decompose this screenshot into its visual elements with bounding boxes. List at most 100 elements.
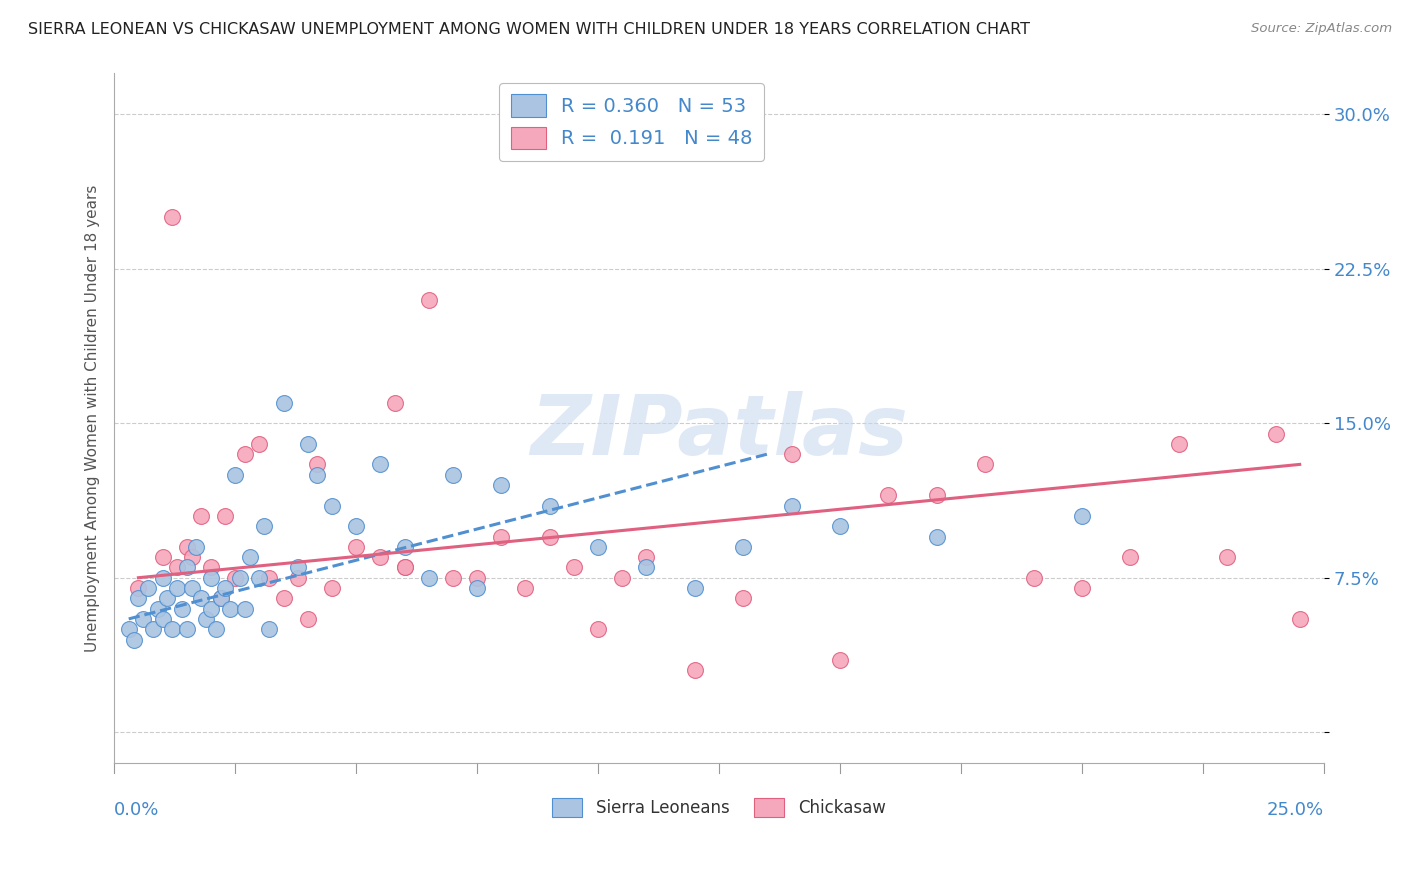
Point [586, 622, 609, 636]
Point [1022, 571, 1045, 585]
Point [214, 581, 236, 595]
Point [166, 560, 188, 574]
Point [441, 467, 464, 482]
Point [321, 499, 343, 513]
Point [219, 601, 242, 615]
Point [683, 581, 706, 595]
Point [162, 210, 184, 224]
Point [209, 591, 232, 606]
Point [233, 447, 256, 461]
Point [239, 550, 262, 565]
Point [538, 529, 561, 543]
Point [209, 591, 232, 606]
Point [152, 550, 174, 565]
Point [384, 395, 406, 409]
Point [562, 560, 585, 574]
Point [127, 581, 149, 595]
Point [229, 571, 252, 585]
Point [204, 622, 226, 636]
Point [176, 622, 198, 636]
Text: ZIPatlas: ZIPatlas [530, 392, 908, 473]
Point [190, 508, 212, 523]
Point [170, 601, 193, 615]
Point [636, 550, 658, 565]
Point [127, 591, 149, 606]
Point [465, 571, 488, 585]
Point [780, 499, 803, 513]
Point [344, 519, 367, 533]
Point [925, 488, 948, 502]
Point [683, 664, 706, 678]
Point [146, 601, 169, 615]
Legend: Sierra Leoneans, Chickasaw: Sierra Leoneans, Chickasaw [546, 791, 893, 824]
Text: 25.0%: 25.0% [1267, 801, 1324, 819]
Point [828, 519, 851, 533]
Point [1167, 437, 1189, 451]
Point [273, 591, 295, 606]
Point [200, 601, 222, 615]
Point [136, 581, 159, 595]
Point [132, 612, 155, 626]
Text: SIERRA LEONEAN VS CHICKASAW UNEMPLOYMENT AMONG WOMEN WITH CHILDREN UNDER 18 YEAR: SIERRA LEONEAN VS CHICKASAW UNEMPLOYMENT… [28, 22, 1031, 37]
Point [200, 560, 222, 574]
Y-axis label: Unemployment Among Women with Children Under 18 years: Unemployment Among Women with Children U… [86, 185, 100, 652]
Point [307, 458, 329, 472]
Point [441, 571, 464, 585]
Point [370, 550, 392, 565]
Point [636, 560, 658, 574]
Point [394, 560, 416, 574]
Point [247, 571, 270, 585]
Point [253, 519, 276, 533]
Point [257, 571, 280, 585]
Point [176, 560, 198, 574]
Point [394, 540, 416, 554]
Point [224, 467, 246, 482]
Point [418, 571, 440, 585]
Point [166, 581, 188, 595]
Point [1288, 612, 1310, 626]
Point [612, 571, 634, 585]
Text: Source: ZipAtlas.com: Source: ZipAtlas.com [1251, 22, 1392, 36]
Point [287, 571, 309, 585]
Point [321, 581, 343, 595]
Point [1119, 550, 1142, 565]
Point [1071, 508, 1094, 523]
Point [122, 632, 145, 647]
Point [1216, 550, 1239, 565]
Point [214, 508, 236, 523]
Point [733, 591, 755, 606]
Point [162, 622, 184, 636]
Point [247, 437, 270, 451]
Point [586, 540, 609, 554]
Point [152, 571, 174, 585]
Point [307, 467, 329, 482]
Point [224, 571, 246, 585]
Point [156, 591, 179, 606]
Point [538, 499, 561, 513]
Point [418, 293, 440, 307]
Point [370, 458, 392, 472]
Point [186, 540, 208, 554]
Point [176, 540, 198, 554]
Point [273, 395, 295, 409]
Point [287, 560, 309, 574]
Point [195, 612, 218, 626]
Point [233, 601, 256, 615]
Point [828, 653, 851, 667]
Point [118, 622, 141, 636]
Point [190, 591, 212, 606]
Point [142, 622, 165, 636]
Point [974, 458, 997, 472]
Text: 0.0%: 0.0% [114, 801, 159, 819]
Point [297, 437, 319, 451]
Point [491, 529, 513, 543]
Point [180, 550, 202, 565]
Point [344, 540, 367, 554]
Point [200, 571, 222, 585]
Point [780, 447, 803, 461]
Point [465, 581, 488, 595]
Point [257, 622, 280, 636]
Point [394, 560, 416, 574]
Point [925, 529, 948, 543]
Point [491, 478, 513, 492]
